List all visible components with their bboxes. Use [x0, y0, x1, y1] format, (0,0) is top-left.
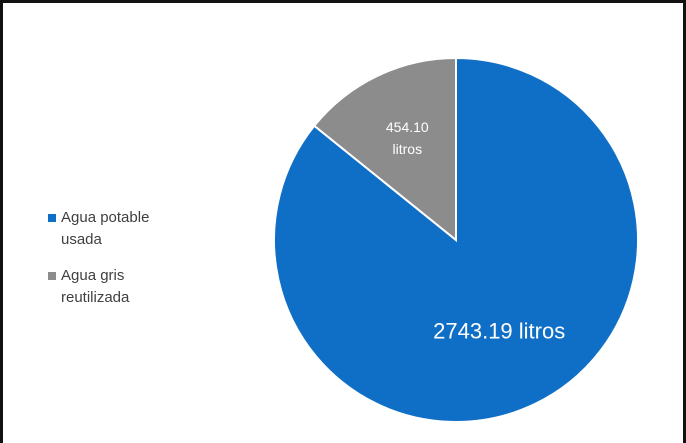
- legend-swatch-agua-gris: [48, 272, 56, 280]
- legend-item-agua-potable: Agua potable usada: [48, 207, 218, 251]
- legend-swatch-agua-potable: [48, 214, 56, 222]
- chart-legend: Agua potable usada Agua gris reutilizada: [48, 207, 218, 323]
- legend-label-agua-potable: Agua potable usada: [61, 209, 150, 248]
- legend-label-agua-gris: Agua gris reutilizada: [61, 267, 130, 306]
- data-label-agua-gris: 454.10 litros: [386, 119, 429, 157]
- slice-agua-gris: [312, 56, 457, 243]
- legend-item-agua-gris: Agua gris reutilizada: [48, 265, 218, 309]
- data-label-agua-potable: 2743.19 litros: [433, 318, 565, 343]
